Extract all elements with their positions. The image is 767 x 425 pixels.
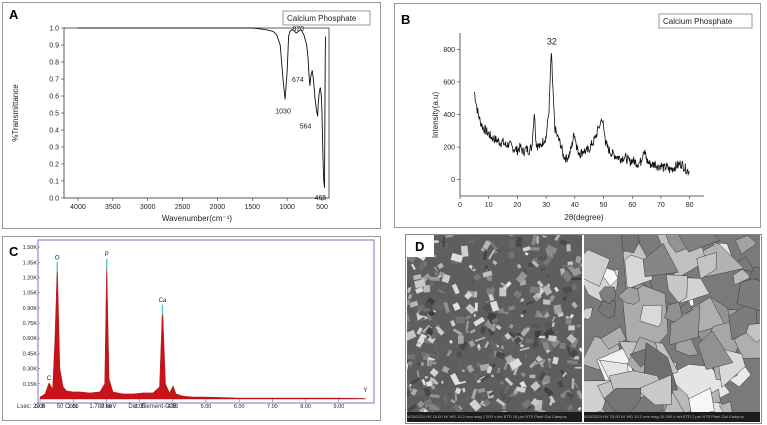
sem-panel: 5/15/2024 HV 15.00 kV WD 10.2 mm mag 1 0… [405, 234, 762, 424]
ftir-peak-label: 564 [300, 123, 312, 130]
eds-y-tick-label: 1.50K [23, 245, 38, 251]
ftir-x-tick-label: 4000 [70, 204, 86, 211]
eds-x-tick-label: 0.00 [35, 404, 46, 410]
eds-y-tick-label: 0.90K [23, 306, 38, 312]
ftir-y-tick-label: 0.1 [49, 179, 59, 186]
eds-y-tick-label: 0.45K [23, 351, 38, 357]
ftir-legend-text: Calcium Phosphate [287, 14, 357, 23]
eds-counts: 50 Cnts [56, 404, 78, 410]
eds-element-label: C [47, 376, 52, 382]
xrd-x-tick-label: 40 [571, 202, 579, 209]
ftir-y-tick-label: 0.5 [49, 111, 59, 118]
ftir-y-tick-label: 0.6 [49, 94, 59, 101]
eds-x-tick-label: 3.00 [134, 404, 145, 410]
sem-texture-left [407, 235, 582, 412]
eds-element-label: O [55, 255, 60, 261]
xrd-x-tick-label: 0 [458, 202, 462, 209]
ftir-peak-label: 674 [292, 77, 304, 84]
xrd-x-tick-label: 70 [657, 202, 665, 209]
sem-image-low-mag [407, 235, 582, 412]
ftir-y-tick-label: 0.9 [49, 43, 59, 50]
eds-element-label: Y [363, 388, 367, 394]
xrd-x-tick-label: 20 [514, 202, 522, 209]
ftir-x-tick-label: 500 [316, 204, 328, 211]
eds-plot-area [37, 239, 375, 404]
ftir-x-axis-label: Wavenumber(cm⁻¹) [162, 214, 232, 223]
xrd-pattern-line [474, 52, 690, 177]
eds-y-tick-label: 1.05K [23, 291, 38, 297]
sem-caption-left: 5/15/2024 HV 15.00 kV WD 10.2 mm mag 1 0… [407, 412, 582, 422]
eds-x-tick-label: 1.00 [68, 404, 79, 410]
ftir-peak-label: 870 [292, 26, 304, 33]
xrd-x-tick-label: 10 [485, 202, 493, 209]
eds-y-tick-label: 1.35K [23, 260, 38, 266]
eds-spectrum-area [39, 259, 366, 400]
xrd-frame [394, 3, 761, 228]
ftir-legend-box [282, 10, 371, 26]
eds-y-tick-label: 1.20K [23, 275, 38, 281]
xrd-y-axis-label: Intensity(a.u) [431, 92, 440, 139]
ftir-x-tick-label: 3500 [105, 204, 121, 211]
eds-element-label: P [105, 252, 109, 258]
ftir-y-tick-label: 0.4 [49, 128, 59, 135]
xrd-legend-text: Calcium Phosphate [663, 17, 733, 26]
ftir-peak-label: 1030 [275, 108, 291, 115]
ftir-panel: A Calcium Phosphate 4000 3500 3000 2500 2000… [2, 2, 381, 229]
ftir-y-tick-label: 0.3 [49, 145, 59, 152]
xrd-y-tick-label: 800 [443, 47, 455, 54]
xrd-y-tick-label: 200 [443, 145, 455, 152]
eds-x-tick-label: 7.00 [267, 404, 278, 410]
xrd-x-tick-label: 60 [628, 202, 636, 209]
xrd-x-tick-label: 50 [600, 202, 608, 209]
ftir-y-tick-label: 1.0 [49, 26, 59, 33]
ftir-peak-label: 465 [315, 195, 327, 202]
eds-lsec: Lsec: 29.6 [17, 404, 45, 410]
eds-x-tick-label: 2.00 [101, 404, 112, 410]
eds-panel: C 0.00 1.00 2.00 3.00 4.00 5.00 6.00 7.00 8.00 9.… [2, 236, 381, 421]
ftir-y-axis-label: %Transmittance [11, 84, 20, 142]
xrd-peak-label: 32 [547, 37, 557, 47]
ftir-y-tick-label: 0.0 [49, 196, 59, 203]
eds-panel-label: C [9, 244, 19, 259]
xrd-panel: B Calcium Phosphate 0 10 20 30 40 50 60 70 80020… [394, 3, 761, 228]
ftir-y-tick-label: 0.2 [49, 162, 59, 169]
xrd-panel-label: B [401, 12, 410, 27]
eds-y-tick-label: 0.30K [23, 367, 38, 373]
ftir-x-tick-label: 2000 [210, 204, 226, 211]
eds-element-label: Ca [159, 298, 167, 304]
xrd-x-tick-label: 30 [542, 202, 550, 209]
xrd-y-tick-label: 400 [443, 112, 455, 119]
sem-caption-right: 5/15/2024 HV 15.00 kV WD 10.2 mm mag 10 … [584, 412, 760, 422]
xrd-legend-box [658, 13, 753, 29]
eds-y-tick-label: 0.75K [23, 321, 38, 327]
eds-x-tick-label: 6.00 [234, 404, 245, 410]
eds-x-tick-label: 4.00 [167, 404, 178, 410]
xrd-x-axis-label: 2θ(degree) [564, 213, 603, 222]
ftir-x-tick-label: 1500 [245, 204, 261, 211]
eds-y-tick-label: 0.15K [23, 382, 38, 388]
ftir-x-tick-label: 1000 [279, 204, 295, 211]
ftir-x-tick-label: 2500 [175, 204, 191, 211]
ftir-panel-label: A [9, 7, 19, 22]
eds-x-tick-label: 9.00 [333, 404, 344, 410]
sem-image-high-mag [584, 235, 760, 412]
eds-kev: 1.780 keV [89, 404, 117, 410]
ftir-spectrum-line [77, 27, 326, 188]
eds-y-tick-label: 0.60K [23, 336, 38, 342]
xrd-y-tick-label: 600 [443, 79, 455, 86]
ftir-y-tick-label: 0.8 [49, 60, 59, 67]
sem-panel-label: D [406, 235, 434, 257]
eds-detector: Det: Element-C2B [128, 404, 177, 410]
sem-texture-right [584, 235, 760, 412]
ftir-x-tick-label: 3000 [140, 204, 156, 211]
xrd-x-tick-label: 80 [686, 202, 694, 209]
eds-x-tick-label: 8.00 [300, 404, 311, 410]
eds-x-tick-label: 5.00 [201, 404, 212, 410]
ftir-y-tick-label: 0.7 [49, 77, 59, 84]
eds-footer: Lsec: 29.6 50 Cnts 1.780 keV Det: Elemen… [17, 404, 377, 410]
xrd-y-tick-label: 0 [451, 177, 455, 184]
